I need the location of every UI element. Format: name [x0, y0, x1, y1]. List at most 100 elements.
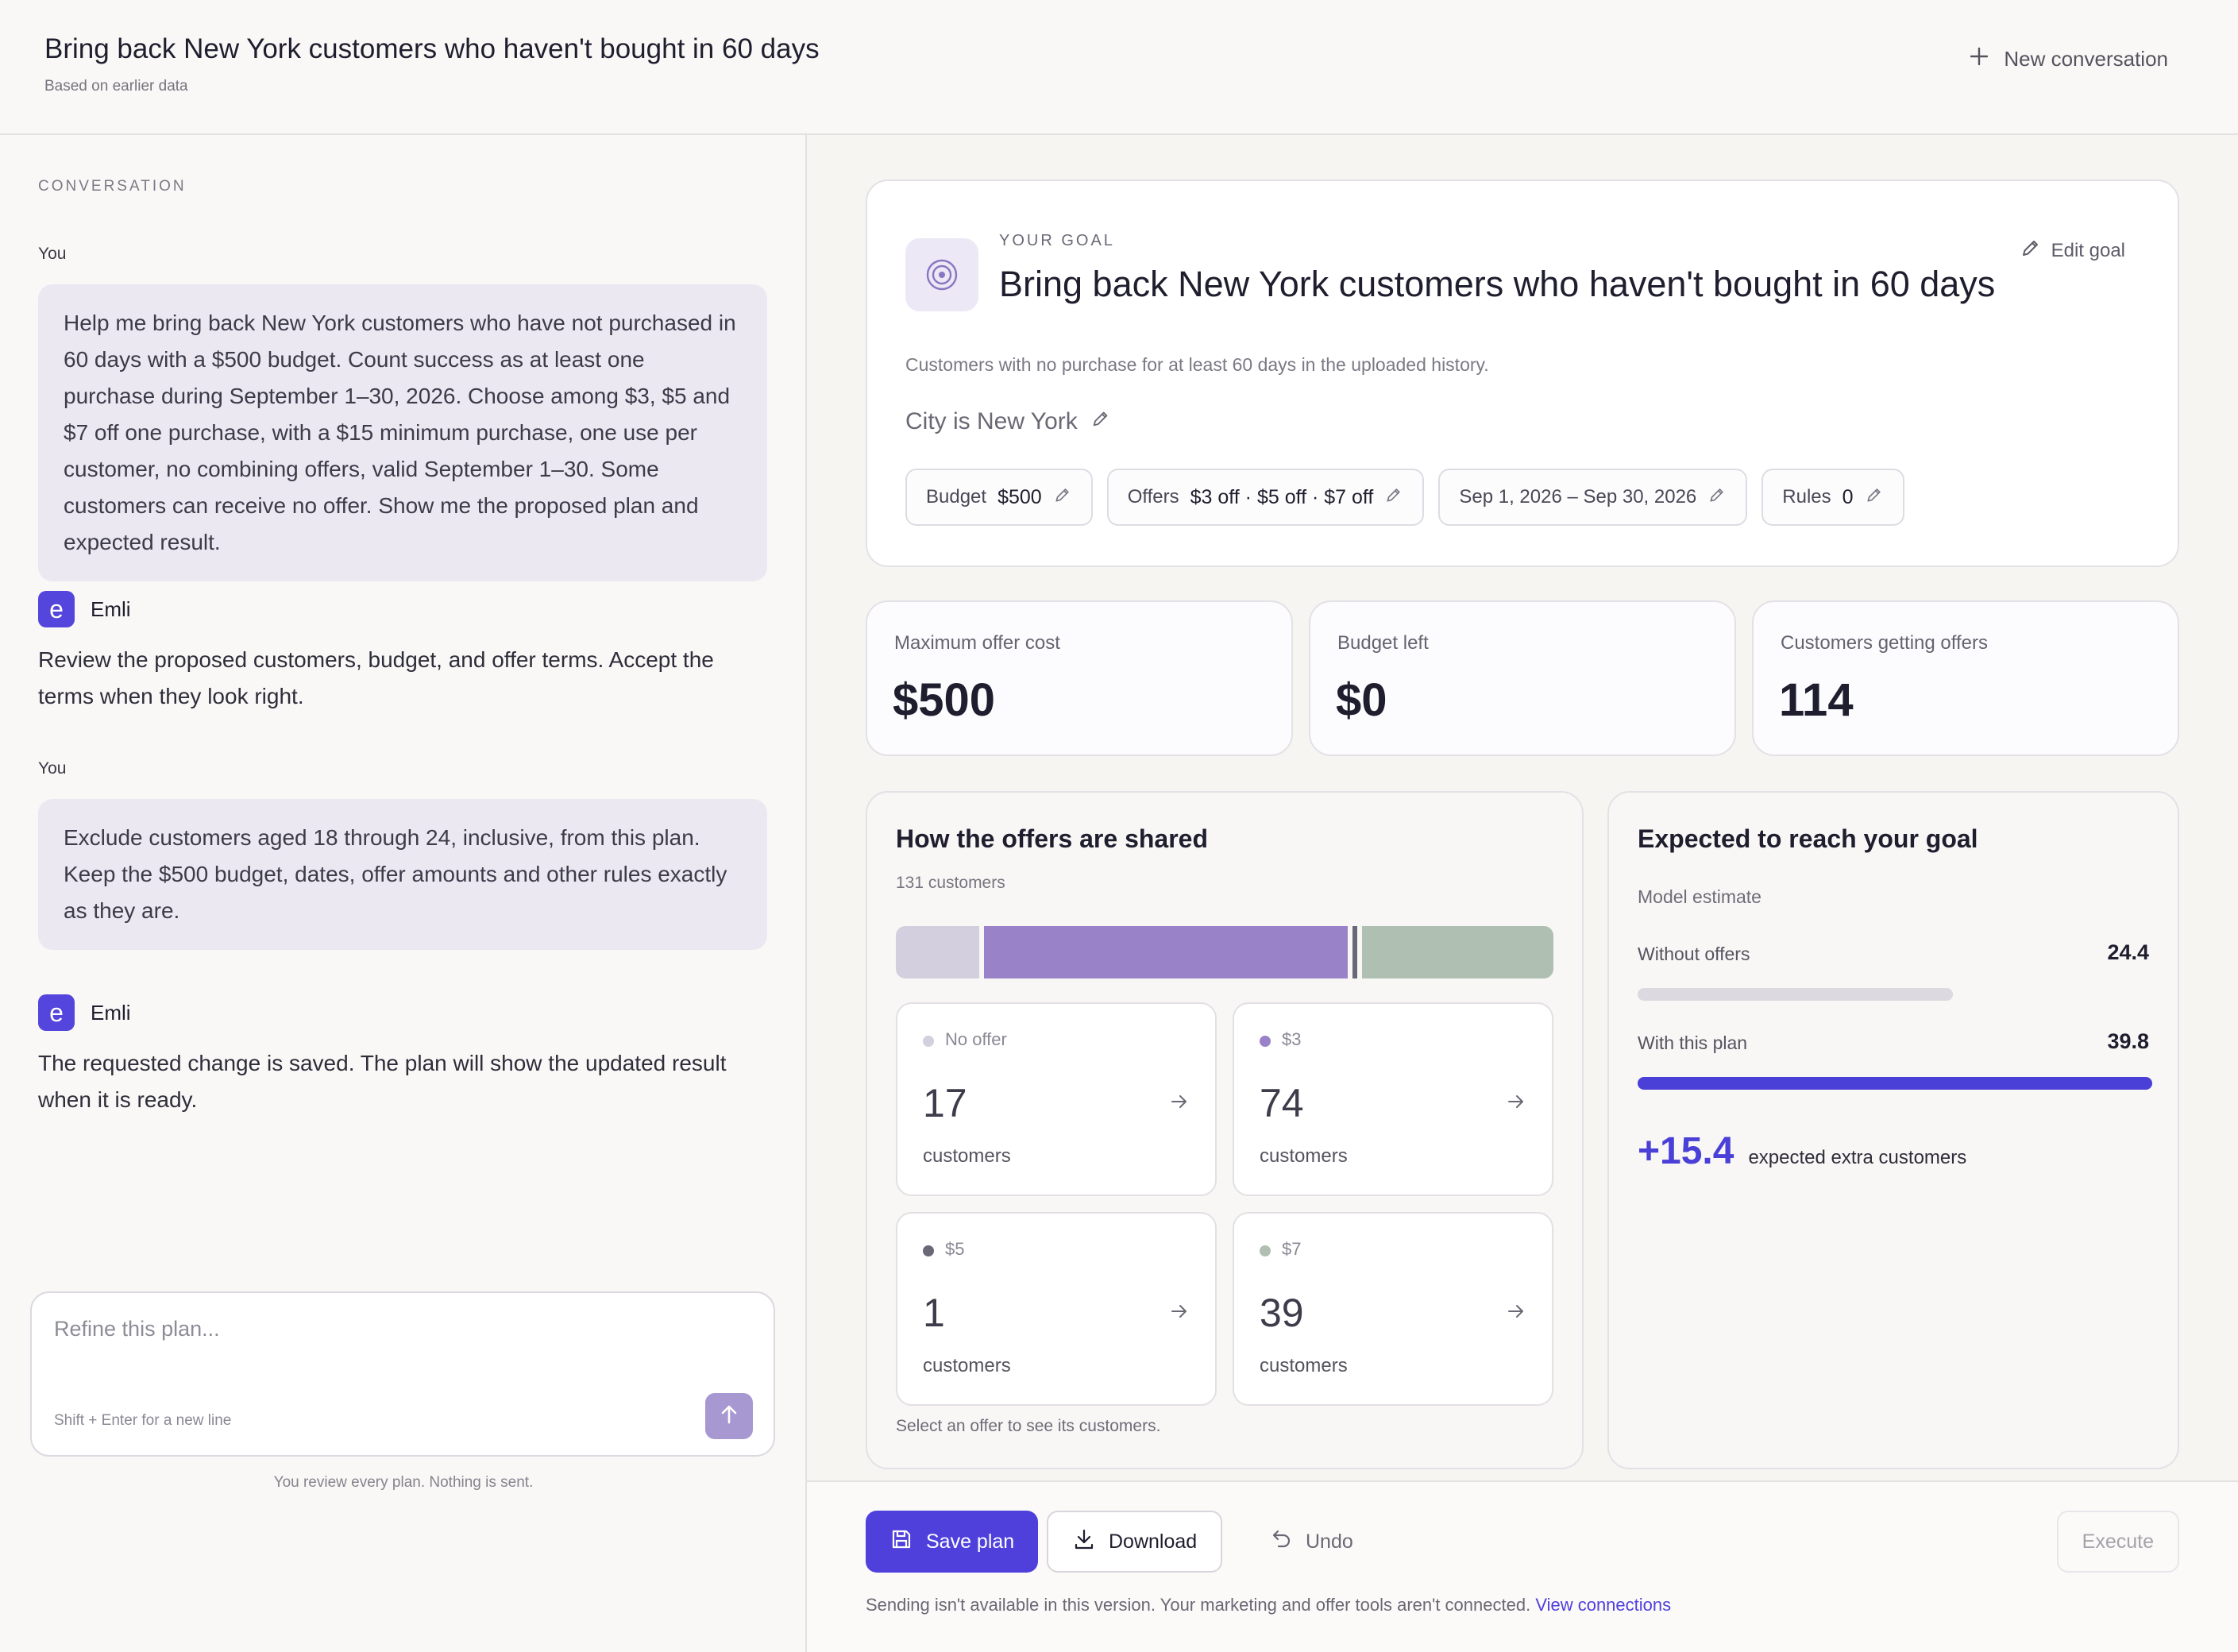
reach-subtitle: Model estimate: [1638, 886, 1761, 907]
download-button[interactable]: Download: [1047, 1511, 1223, 1573]
offer-unit: customers: [1260, 1145, 1348, 1167]
agent-name: Emli: [91, 596, 131, 621]
agent-message: The requested change is saved. The plan …: [38, 1051, 727, 1112]
stat-label: Budget left: [1337, 632, 1429, 654]
stat-value: $0: [1336, 674, 1387, 726]
offer-count: 39: [1260, 1291, 1304, 1335]
chip-label: Rules: [1782, 486, 1831, 508]
offer-card-3[interactable]: $3 74 customers: [1233, 1002, 1553, 1196]
with-plan-value: 39.8: [2107, 1029, 2149, 1053]
execute-button[interactable]: Execute: [2056, 1511, 2179, 1573]
pencil-icon: [1384, 485, 1403, 510]
message-author: You: [38, 245, 67, 263]
goal-title: Bring back New York customers who haven'…: [999, 264, 1996, 304]
offer-share-card: How the offers are shared 131 customers …: [866, 791, 1584, 1469]
goal-label: YOUR GOAL: [999, 232, 1115, 249]
offer-label: $5: [945, 1239, 965, 1259]
goal-reach-card: Expected to reach your goal Model estima…: [1607, 791, 2179, 1469]
without-offers-bar: [1638, 988, 1953, 1001]
chip-value: 0: [1842, 485, 1854, 508]
legend-dot: [923, 1036, 934, 1047]
save-icon: [889, 1527, 913, 1557]
expected-extra-value: +15.4: [1638, 1130, 1734, 1172]
with-plan-bar: [1638, 1077, 2152, 1090]
agent-message: Review the proposed customers, budget, a…: [38, 647, 714, 708]
reach-title: Expected to reach your goal: [1638, 824, 1978, 853]
pencil-icon: [1865, 485, 1884, 510]
offer-unit: customers: [1260, 1355, 1348, 1376]
undo-icon: [1269, 1527, 1293, 1557]
edit-goal-button[interactable]: Edit goal: [2020, 237, 2125, 264]
budget-chip[interactable]: Budget $500: [905, 469, 1093, 526]
offer-distribution-bar: [896, 926, 1553, 978]
chip-label: Offers: [1127, 486, 1179, 508]
offer-unit: customers: [923, 1355, 1011, 1376]
agent-avatar: e: [38, 994, 75, 1031]
without-offers-label: Without offers: [1638, 944, 1750, 964]
distribution-segment: [984, 926, 1348, 978]
stat-budget-left: Budget left $0: [1309, 600, 1736, 756]
undo-label: Undo: [1306, 1530, 1353, 1553]
plus-icon: [1969, 46, 1989, 72]
rules-chip[interactable]: Rules 0: [1761, 469, 1904, 526]
top-bar: Bring back New York customers who haven'…: [0, 0, 2238, 135]
distribution-segment: [896, 926, 979, 978]
pencil-icon: [1090, 408, 1111, 435]
arrow-up-icon: [717, 1403, 741, 1430]
undo-button[interactable]: Undo: [1245, 1511, 1377, 1573]
offer-card-no-offer[interactable]: No offer 17 customers: [896, 1002, 1217, 1196]
edit-goal-label: Edit goal: [2051, 239, 2125, 261]
chip-value: Sep 1, 2026 – Sep 30, 2026: [1459, 486, 1697, 508]
save-plan-button[interactable]: Save plan: [866, 1511, 1039, 1573]
city-filter[interactable]: City is New York: [905, 408, 1111, 435]
city-filter-label: City is New York: [905, 408, 1078, 434]
download-label: Download: [1109, 1530, 1198, 1553]
offer-label: $3: [1282, 1029, 1302, 1049]
offers-chip[interactable]: Offers $3 off · $5 off · $7 off: [1106, 469, 1425, 526]
pencil-icon: [1053, 485, 1072, 510]
refine-input-placeholder: Refine this plan...: [54, 1317, 220, 1341]
sending-note-text: Sending isn't available in this version.…: [866, 1595, 1531, 1615]
offer-count: 74: [1260, 1081, 1304, 1125]
new-conversation-button[interactable]: New conversation: [1969, 46, 2168, 72]
stat-value: $500: [893, 674, 996, 726]
new-conversation-label: New conversation: [2004, 47, 2168, 71]
share-title: How the offers are shared: [896, 824, 1208, 853]
share-subtitle: 131 customers: [896, 874, 1005, 892]
action-footer: Save plan Download Undo Execute Sending …: [807, 1480, 2238, 1652]
review-note: You review every plan. Nothing is sent.: [273, 1474, 534, 1491]
refine-input[interactable]: Refine this plan... Shift + Enter for a …: [30, 1291, 775, 1457]
view-connections-link[interactable]: View connections: [1535, 1595, 1672, 1615]
constraint-chips: Budget $500 Offers $3 off · $5 off · $7 …: [905, 469, 1904, 526]
expected-extra-label: expected extra customers: [1748, 1147, 1967, 1168]
dates-chip[interactable]: Sep 1, 2026 – Sep 30, 2026: [1438, 469, 1748, 526]
agent-avatar: e: [38, 591, 75, 627]
sending-note: Sending isn't available in this version.…: [866, 1595, 1671, 1615]
arrow-right-icon: [1506, 1301, 1526, 1326]
with-plan-label: With this plan: [1638, 1032, 1748, 1053]
save-plan-label: Save plan: [926, 1530, 1015, 1553]
pencil-icon: [1707, 485, 1727, 510]
agent-header: e Emli: [38, 994, 131, 1031]
select-offer-hint: Select an offer to see its customers.: [896, 1417, 1161, 1435]
arrow-right-icon: [1169, 1091, 1190, 1116]
without-offers-value: 24.4: [2107, 940, 2149, 964]
download-icon: [1072, 1527, 1096, 1557]
expected-extra: +15.4 expected extra customers: [1638, 1129, 1966, 1173]
stat-label: Customers getting offers: [1781, 632, 1989, 654]
distribution-segment: [1362, 926, 1553, 978]
goal-description: Customers with no purchase for at least …: [905, 354, 1489, 375]
legend-dot: [1260, 1036, 1271, 1047]
chip-value: $500: [997, 485, 1042, 508]
offer-card-7[interactable]: $7 39 customers: [1233, 1212, 1553, 1406]
distribution-segment: [1352, 926, 1357, 978]
stat-max-offer-cost: Maximum offer cost $500: [866, 600, 1293, 756]
arrow-right-icon: [1169, 1301, 1190, 1326]
offer-label: No offer: [945, 1029, 1007, 1049]
offer-card-5[interactable]: $5 1 customers: [896, 1212, 1217, 1406]
agent-name: Emli: [91, 1000, 131, 1025]
execute-label: Execute: [2082, 1530, 2154, 1553]
offer-count: 1: [923, 1291, 945, 1335]
send-button[interactable]: [705, 1393, 753, 1439]
agent-header: e Emli: [38, 591, 131, 627]
